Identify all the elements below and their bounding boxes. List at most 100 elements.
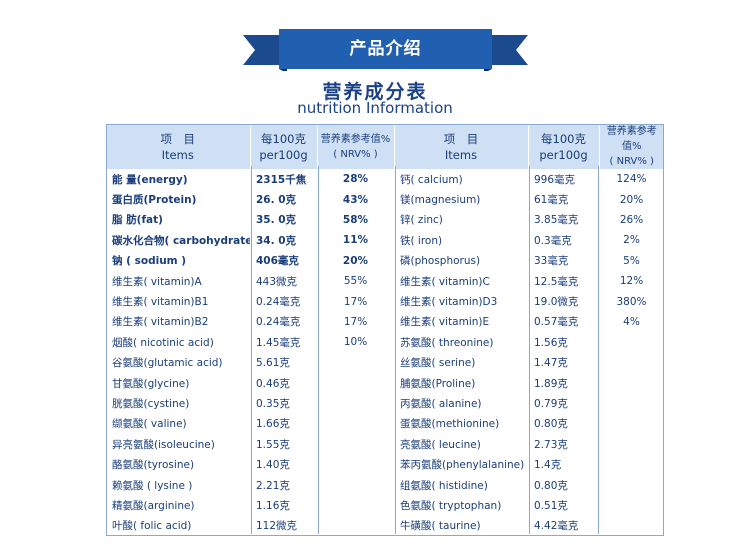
nutrient-nrv: 17% <box>343 315 368 328</box>
nutrient-nrv <box>599 332 664 352</box>
table-row: 酪氨酸(tyrosine) 1.40克 苯丙氨酸(phenylalanine) 1.4… <box>106 454 664 474</box>
table-title-chinese: 营养成分表 <box>322 81 428 103</box>
table-row: 碳水化合物( carbohydrate) 34. 0克 11% 铁( iron) 0.3… <box>106 230 664 250</box>
nutrient-nrv <box>317 353 394 373</box>
nutrient-name: 丝氨酸( serine) <box>400 357 476 370</box>
nutrient-name: 蛋白质(Protein) <box>112 194 197 207</box>
nutrient-name: 钠 ( sodium ) <box>112 255 187 268</box>
table-row: 缬氨酸( valine) 1.66克 蛋氨酸(methionine) 0.80克 <box>106 414 664 434</box>
nutrient-name: 缬氨酸( valine) <box>112 418 187 431</box>
nutrient-nrv: 4% <box>623 315 640 328</box>
nutrient-amount: 3.85毫克 <box>534 214 579 227</box>
nutrient-amount: 1.40克 <box>256 459 290 472</box>
table-row: 异亮氨酸(isoleucine) 1.55克 亮氨酸( leucine) 2.73克 <box>106 434 664 454</box>
nutrient-name: 脂 肪(fat) <box>112 214 163 227</box>
nutrient-nrv: 17% <box>343 295 368 308</box>
table-row: 脂 肪(fat) 35. 0克 58% 锌( zinc) 3.85毫克 26% <box>106 210 664 230</box>
nutrient-amount: 406毫克 <box>256 255 299 268</box>
nutrient-name: 谷氨酸(glutamic acid) <box>112 357 223 370</box>
nutrient-amount: 2315千焦 <box>256 173 307 186</box>
nutrient-amount: 2.73克 <box>534 438 568 451</box>
nutrient-nrv <box>599 516 664 536</box>
nutrient-nrv <box>317 393 394 413</box>
nutrient-amount: 4.42毫克 <box>534 520 579 533</box>
nutrient-amount: 1.45毫克 <box>256 336 301 349</box>
nutrient-nrv <box>599 475 664 495</box>
nutrient-nrv: 20% <box>619 193 644 206</box>
nutrient-amount: 12.5毫克 <box>534 275 579 288</box>
nutrient-name: 色氨酸( tryptophan) <box>400 499 502 512</box>
table-row: 胱氨酸(cystine) 0.35克 丙氨酸( alanine) 0.79克 <box>106 393 664 413</box>
header-nrv-left: 营养素参考值%( NRV% ) <box>317 124 395 169</box>
header-row: 项 目 Items 每100克 per100g 营养素参考值%( NRV% ) 项 … <box>106 124 664 169</box>
nutrient-amount: 1.89克 <box>534 377 568 390</box>
nutrient-name: 异亮氨酸(isoleucine) <box>112 438 215 451</box>
nutrient-amount: 0.80克 <box>534 418 568 431</box>
nutrient-amount: 26. 0克 <box>256 194 297 207</box>
nutrient-nrv: 58% <box>342 213 369 226</box>
nutrient-nrv: 28% <box>342 173 369 186</box>
nutrient-amount: 0.24毫克 <box>256 316 301 329</box>
nutrient-name: 酪氨酸(tyrosine) <box>112 459 195 472</box>
nutrient-nrv <box>317 516 394 536</box>
header-nrv-right: 营养素参考值%( NRV% ) <box>599 124 664 169</box>
column-divider <box>251 166 252 534</box>
nutrient-name: 精氨酸(arginine) <box>112 499 195 512</box>
nutrient-amount: 112微克 <box>256 520 298 533</box>
nutrient-nrv: 43% <box>342 193 369 206</box>
nutrient-amount: 5.61克 <box>256 357 290 370</box>
table-row: 甘氨酸(glycine) 0.46克 脯氨酸(Proline) 1.89克 <box>106 373 664 393</box>
nutrient-name: 维生素( vitamin)E <box>400 316 490 329</box>
nutrition-table: 项 目 Items 每100克 per100g 营养素参考值%( NRV% ) 项 … <box>106 124 664 536</box>
nutrient-nrv: 124% <box>616 173 647 186</box>
table-row: 叶酸( folic acid) 112微克 牛磺酸( taurine) 4.42毫克 <box>106 516 664 536</box>
nutrient-amount: 2.21克 <box>256 479 290 492</box>
nutrient-name: 能 量(energy) <box>112 173 188 186</box>
nutrient-nrv <box>317 414 394 434</box>
nutrient-name: 赖氨酸 ( lysine ) <box>112 479 193 492</box>
table-row: 维生素( vitamin)A 443微克 55% 维生素( vitamin)C 12.5… <box>106 271 664 291</box>
nutrient-amount: 1.47克 <box>534 357 568 370</box>
nutrient-amount: 0.24毫克 <box>256 296 301 309</box>
nutrient-name: 组氨酸( histidine) <box>400 479 488 492</box>
nutrient-nrv <box>317 454 394 474</box>
nutrient-amount: 33毫克 <box>534 255 569 268</box>
nutrient-name: 铁( iron) <box>400 234 443 247</box>
nutrient-name: 维生素( vitamin)D3 <box>400 296 498 309</box>
nutrient-name: 牛磺酸( taurine) <box>400 520 481 533</box>
nutrient-nrv: 20% <box>342 254 369 267</box>
header-per100g-left: 每100克 per100g <box>250 124 318 169</box>
nutrient-nrv <box>317 475 394 495</box>
nutrient-name: 甘氨酸(glycine) <box>112 377 190 390</box>
header-item-left: 项 目 Items <box>106 124 251 169</box>
nutrient-nrv <box>599 393 664 413</box>
nutrient-amount: 0.46克 <box>256 377 290 390</box>
nutrient-amount: 1.55克 <box>256 438 290 451</box>
nutrient-nrv: 2% <box>623 234 640 247</box>
nutrient-amount: 1.4克 <box>534 459 562 472</box>
nutrient-nrv <box>599 495 664 515</box>
nutrient-nrv <box>599 373 664 393</box>
nutrient-nrv <box>599 414 664 434</box>
ribbon-shape <box>243 29 528 71</box>
nutrient-name: 脯氨酸(Proline) <box>400 377 476 390</box>
nutrient-nrv <box>317 495 394 515</box>
nutrient-amount: 1.56克 <box>534 336 568 349</box>
nutrient-amount: 34. 0克 <box>256 234 297 247</box>
nutrient-nrv: 10% <box>343 336 368 349</box>
nutrient-nrv <box>317 434 394 454</box>
nutrient-nrv <box>599 454 664 474</box>
nutrient-amount: 0.35克 <box>256 397 290 410</box>
nutrient-name: 烟酸( nicotinic acid) <box>112 336 214 349</box>
nutrient-name: 苏氨酸( threonine) <box>400 336 494 349</box>
nutrient-amount: 35. 0克 <box>256 214 297 227</box>
nutrient-nrv: 26% <box>619 213 644 226</box>
nutrient-nrv: 11% <box>342 234 369 247</box>
table-row: 谷氨酸(glutamic acid) 5.61克 丝氨酸( serine) 1.47克 <box>106 353 664 373</box>
nutrient-amount: 0.80克 <box>534 479 568 492</box>
table-row: 赖氨酸 ( lysine ) 2.21克 组氨酸( histidine) 0.80克 <box>106 475 664 495</box>
nutrient-name: 胱氨酸(cystine) <box>112 397 190 410</box>
table-row: 维生素( vitamin)B2 0.24毫克 17% 维生素( vitamin)E 0.… <box>106 312 664 332</box>
nutrient-name: 蛋氨酸(methionine) <box>400 418 500 431</box>
nutrient-name: 亮氨酸( leucine) <box>400 438 481 451</box>
